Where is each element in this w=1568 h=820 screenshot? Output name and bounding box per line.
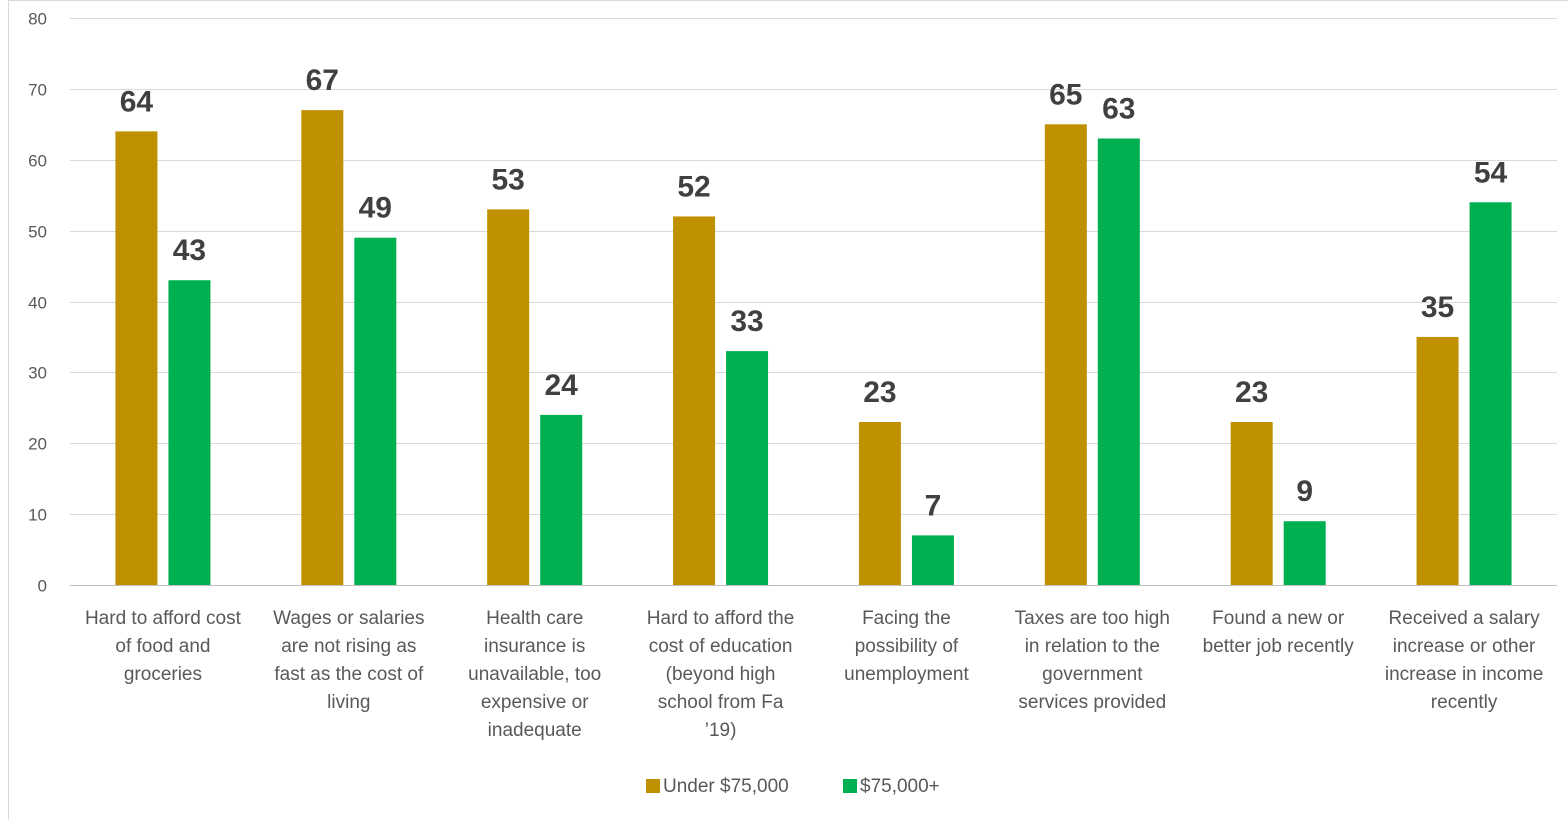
x-category-label-line: expensive or: [481, 692, 589, 713]
bar: [1097, 138, 1140, 586]
x-category-label-line: increase or other: [1393, 636, 1536, 657]
x-category-label: Hard to afford cost of food and groceries: [85, 608, 242, 685]
x-category-label-line: Taxes are too high: [1015, 608, 1170, 629]
x-category-label-line: recently: [1431, 692, 1498, 713]
data-label: 23: [863, 376, 896, 409]
x-category-label: Hard to afford the cost of education (beyo…: [647, 608, 795, 741]
y-tick-label: 60: [28, 152, 47, 171]
y-tick-label: 80: [28, 10, 47, 29]
x-category-label-line: government: [1042, 664, 1143, 685]
legend-label: Under $75,000: [663, 776, 789, 797]
bar: [673, 216, 716, 585]
data-label: 43: [173, 234, 206, 267]
legend-swatch: [843, 779, 857, 793]
x-category-label-line: ’19): [705, 720, 737, 741]
x-category-label-line: Hard to afford cost: [85, 608, 242, 629]
x-category-label-line: cost of education: [649, 636, 793, 657]
bar: [168, 280, 211, 585]
data-label: 35: [1421, 291, 1454, 324]
legend-label: $75,000+: [860, 776, 940, 797]
x-category-label-line: of food and: [115, 636, 210, 657]
y-tick-label: 0: [38, 577, 47, 596]
legend: Under $75,000 $75,000+: [646, 776, 940, 797]
x-category-label-line: groceries: [124, 664, 202, 685]
x-category-label: Taxes are too high in relation to the gove…: [1015, 608, 1170, 713]
x-category-label: Facing the possibility of unemployment: [844, 608, 969, 685]
bar: [858, 421, 901, 585]
chart-frame: [8, 0, 1568, 820]
data-label: 24: [545, 369, 579, 402]
bars: [115, 110, 1512, 586]
x-category-label-line: unavailable, too: [468, 664, 601, 685]
x-category-label-line: living: [327, 692, 370, 713]
bar: [540, 414, 583, 585]
data-label: 33: [730, 305, 763, 338]
bar: [1044, 124, 1087, 585]
x-category-label-line: are not rising as: [281, 636, 416, 657]
data-label: 53: [492, 163, 525, 196]
bar: [1416, 336, 1459, 585]
bar: [1283, 521, 1326, 585]
x-category-label-line: Wages or salaries: [273, 608, 424, 629]
x-category-label: Found a new or better job recently: [1203, 608, 1355, 657]
x-category-label-line: (beyond high: [666, 664, 776, 685]
x-category-label-line: Received a salary: [1389, 608, 1541, 629]
bar: [354, 237, 397, 585]
x-category-label-line: Found a new or: [1212, 608, 1345, 629]
gridlines: [70, 18, 1557, 586]
x-category-label-line: unemployment: [844, 664, 969, 685]
bar: [487, 209, 530, 586]
x-category-label-line: fast as the cost of: [274, 664, 424, 685]
data-labels: 64 43 67 49 53 24 52 33 23 7 65 63 23 9 35 54: [120, 64, 1508, 522]
bar: [301, 110, 344, 585]
x-category-label-line: increase in income: [1385, 664, 1543, 685]
legend-swatch: [646, 779, 660, 793]
bar: [726, 351, 769, 585]
x-category-label-line: Facing the: [862, 608, 951, 629]
data-label: 23: [1235, 376, 1268, 409]
bar: [1230, 421, 1273, 585]
y-tick-label: 30: [28, 364, 47, 383]
y-tick-label: 40: [28, 294, 47, 313]
data-label: 49: [359, 192, 392, 225]
x-category-label-line: inadequate: [488, 720, 582, 741]
x-category-label-line: services provided: [1018, 692, 1166, 713]
data-label: 52: [677, 170, 710, 203]
bar: [115, 131, 158, 585]
bar: [911, 535, 954, 585]
bar: [1469, 202, 1512, 585]
data-label: 67: [306, 64, 339, 97]
data-label: 64: [120, 85, 154, 118]
y-tick-label: 10: [28, 506, 47, 525]
y-tick-label: 70: [28, 81, 47, 100]
y-tick-label: 20: [28, 435, 47, 454]
data-label: 63: [1102, 92, 1135, 125]
x-axis-categories: Hard to afford cost of food and groceries W…: [85, 608, 1543, 741]
data-label: 7: [925, 489, 942, 522]
x-category-label-line: better job recently: [1203, 636, 1355, 657]
x-category-label-line: Hard to afford the: [647, 608, 795, 629]
x-category-label: Received a salary increase or other increa…: [1385, 608, 1543, 713]
x-category-label-line: possibility of: [855, 636, 959, 657]
y-tick-label: 50: [28, 223, 47, 242]
data-label: 54: [1474, 156, 1508, 189]
x-category-label: Health care insurance is unavailable, too e…: [468, 608, 601, 741]
x-category-label-line: school from Fa: [658, 692, 784, 713]
data-label: 9: [1296, 475, 1313, 508]
x-category-label-line: insurance is: [484, 636, 585, 657]
data-label: 65: [1049, 78, 1082, 111]
x-category-label-line: Health care: [486, 608, 583, 629]
x-category-label-line: in relation to the: [1025, 636, 1160, 657]
y-axis-ticks: 0 10 20 30 40 50 60 70 80: [28, 10, 47, 596]
x-category-label: Wages or salaries are not rising as fast a…: [273, 608, 424, 713]
